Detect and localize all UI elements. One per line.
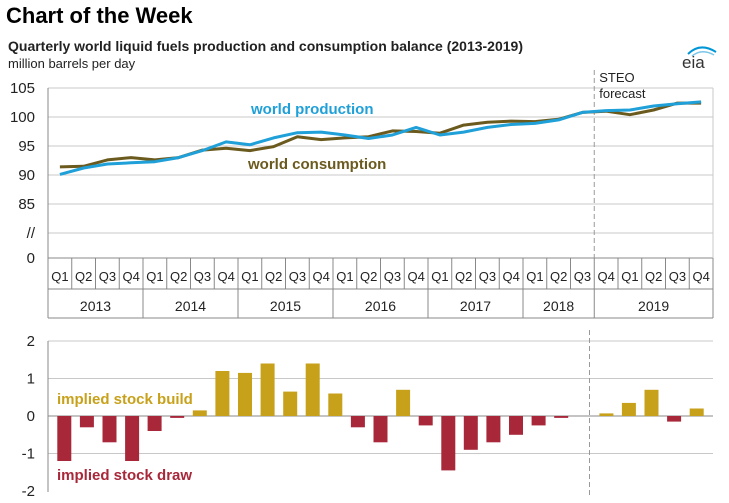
quarter-label: Q3 <box>194 269 211 284</box>
quarter-label: Q2 <box>455 269 472 284</box>
draw-bar <box>509 416 523 435</box>
logo-arc-2 <box>691 51 715 57</box>
y-tick-label: 95 <box>18 138 35 155</box>
quarter-label: Q2 <box>550 269 567 284</box>
y-tick-label: 100 <box>10 109 35 126</box>
quarter-label: Q4 <box>692 269 709 284</box>
y-tick-label: -2 <box>22 483 35 500</box>
draw-bar <box>463 416 478 450</box>
quarter-label: Q1 <box>336 269 353 284</box>
build-bar <box>260 363 275 416</box>
year-label: 2017 <box>460 298 491 314</box>
quarter-label: Q2 <box>170 269 187 284</box>
draw-annotation: implied stock draw <box>57 467 192 484</box>
build-bar <box>192 410 207 416</box>
y-axis-unit-label: million barrels per day <box>8 56 136 71</box>
quarter-label: Q1 <box>51 269 68 284</box>
draw-bar <box>102 416 117 443</box>
y-tick-label: 0 <box>27 250 35 267</box>
draw-bar <box>486 416 501 443</box>
draw-bar <box>170 416 185 418</box>
quarter-label: Q3 <box>479 269 496 284</box>
draw-bar <box>373 416 388 443</box>
quarter-label: Q4 <box>312 269 329 284</box>
draw-bar <box>125 416 140 461</box>
year-label: 2014 <box>175 298 206 314</box>
quarter-label: Q4 <box>597 269 614 284</box>
y-tick-label: 105 <box>10 80 35 97</box>
quarter-label: Q3 <box>289 269 306 284</box>
production-line <box>59 100 702 176</box>
quarter-label: Q2 <box>360 269 377 284</box>
eia-logo: eia <box>682 46 717 70</box>
steo-label: STEO <box>599 70 634 85</box>
draw-bar <box>418 416 433 426</box>
quarter-label: Q3 <box>574 269 591 284</box>
y-tick-label: 0 <box>27 408 35 425</box>
quarter-label: Q3 <box>384 269 401 284</box>
draw-bar <box>350 416 365 428</box>
draw-bar <box>531 416 546 426</box>
y-tick-label: // <box>27 225 36 242</box>
logo-text: eia <box>682 53 705 70</box>
year-label: 2018 <box>543 298 574 314</box>
quarter-label: Q4 <box>217 269 234 284</box>
quarter-label: Q2 <box>75 269 92 284</box>
quarter-label: Q4 <box>122 269 139 284</box>
quarter-label: Q1 <box>526 269 543 284</box>
build-bar <box>644 389 659 417</box>
production-consumption-chart: 105 100 95 90 85 // 0 Q1 Q2 Q3 Q4 Q1 Q2 Q3 Q4 Q1 Q2 Q3 Q4 Q… <box>10 70 714 319</box>
production-annotation: world production <box>250 101 373 118</box>
build-bar <box>621 402 636 416</box>
year-label: 2013 <box>80 298 111 314</box>
year-label: 2019 <box>638 298 669 314</box>
build-bar <box>396 389 411 417</box>
quarter-label: Q1 <box>241 269 258 284</box>
build-annotation: implied stock build <box>57 391 193 408</box>
chart-title: Quarterly world liquid fuels production … <box>8 38 523 54</box>
draw-bar <box>57 416 72 461</box>
logo-arc <box>687 46 717 55</box>
draw-bar <box>554 416 569 418</box>
build-bar <box>215 371 230 416</box>
quarter-label: Q3 <box>99 269 116 284</box>
stock-balance-chart: 2 1 0 -1 -2 implied stock build implied stock … <box>22 330 713 500</box>
quarter-label: Q1 <box>431 269 448 284</box>
quarter-label: Q4 <box>502 269 519 284</box>
draw-bar <box>147 416 162 431</box>
build-bar <box>599 413 614 416</box>
y-tick-label: -1 <box>22 446 35 463</box>
draw-bar <box>441 416 456 471</box>
y-tick-label: 85 <box>18 196 35 213</box>
header-title: Chart of the Week <box>6 3 193 28</box>
quarter-label: Q2 <box>265 269 282 284</box>
build-bar <box>305 363 320 416</box>
draw-bar <box>79 416 94 428</box>
build-bar <box>328 393 343 416</box>
y-tick-label: 1 <box>27 371 35 388</box>
forecast-label: forecast <box>599 86 646 101</box>
build-bar <box>283 391 298 416</box>
quarter-label: Q1 <box>146 269 163 284</box>
build-bar <box>238 372 252 416</box>
consumption-annotation: world consumption <box>247 156 386 173</box>
year-label: 2016 <box>365 298 396 314</box>
quarter-label: Q3 <box>669 269 686 284</box>
quarter-label: Q1 <box>621 269 638 284</box>
quarter-label: Q4 <box>407 269 424 284</box>
draw-bar <box>667 416 682 422</box>
y-tick-label: 90 <box>18 167 35 184</box>
year-label: 2015 <box>270 298 301 314</box>
y-tick-label: 2 <box>27 333 35 350</box>
quarter-label: Q2 <box>645 269 662 284</box>
build-bar <box>689 408 704 416</box>
